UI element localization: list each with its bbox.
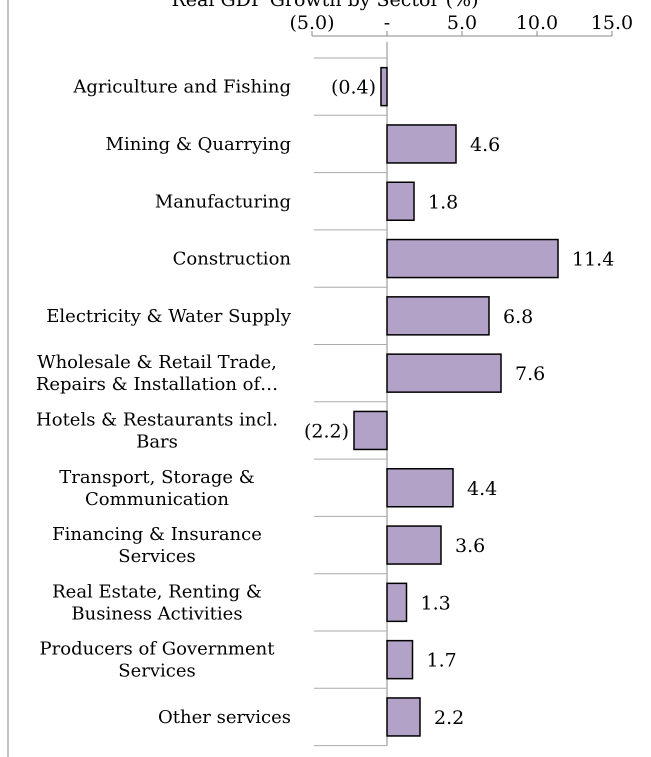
category-label-line: Communication xyxy=(85,489,229,510)
bar xyxy=(386,296,490,336)
data-label: 1.7 xyxy=(427,650,457,672)
data-label: 4.6 xyxy=(470,134,500,156)
bar xyxy=(386,468,454,508)
category-label-line: Repairs & Installation of… xyxy=(36,374,278,395)
category-label: Mining & Quarrying xyxy=(106,134,291,155)
category-label-line: Real Estate, Renting & xyxy=(52,581,262,602)
data-label: 3.6 xyxy=(455,535,485,557)
x-axis: (5.0) - 5.0 10.0 15.0 xyxy=(289,12,633,37)
category-label-line: Producers of Government xyxy=(40,639,276,660)
category-label-line: Business Activities xyxy=(71,603,242,624)
category-label: Hotels & Restaurants incl. Bars xyxy=(36,409,278,452)
bar xyxy=(386,124,457,164)
data-label: 2.2 xyxy=(434,707,464,729)
category-label-line: Hotels & Restaurants incl. xyxy=(36,409,278,430)
data-label: 7.6 xyxy=(515,363,545,385)
category-label: Electricity & Water Supply xyxy=(46,306,292,327)
category-label: Real Estate, Renting & Business Activitie… xyxy=(52,581,262,624)
bar-series: (0.4) 4.6 1.8 11.4 6.8 7.6 (2.2) 4.4 3.6 1.3 1.7 2.… xyxy=(304,66,614,737)
category-label: Wholesale & Retail Trade, Repairs & Insta… xyxy=(36,352,278,395)
category-label-line: Transport, Storage & xyxy=(59,467,254,488)
category-label: Financing & Insurance Services xyxy=(52,524,262,567)
x-tick-label: 15.0 xyxy=(591,12,633,34)
category-label: Producers of Government Services xyxy=(40,639,276,682)
category-label-line: Services xyxy=(118,546,195,567)
category-label-line: Bars xyxy=(136,431,178,452)
category-label: Construction xyxy=(173,249,292,270)
bar xyxy=(386,353,502,393)
category-label-line: Services xyxy=(118,661,195,682)
bar xyxy=(386,181,415,221)
chart-title: Real GDP Growth by Sector (%) xyxy=(171,0,478,11)
x-tick-label: 5.0 xyxy=(447,12,477,34)
category-label-line: Wholesale & Retail Trade, xyxy=(37,352,277,373)
category-label-line: Mining & Quarrying xyxy=(106,134,291,155)
category-label-line: Manufacturing xyxy=(155,191,291,212)
data-label: 4.4 xyxy=(467,478,497,500)
category-label-line: Electricity & Water Supply xyxy=(46,306,292,327)
data-label: 1.8 xyxy=(428,191,458,213)
category-label: Agriculture and Fishing xyxy=(72,77,291,98)
category-label-line: Other services xyxy=(158,707,291,728)
category-label: Transport, Storage & Communication xyxy=(59,467,254,510)
x-tick-label: - xyxy=(384,12,390,34)
category-label: Manufacturing xyxy=(155,191,291,212)
data-label: 11.4 xyxy=(572,249,614,271)
category-label-line: Financing & Insurance xyxy=(52,524,262,545)
bar xyxy=(386,697,421,737)
data-label: (0.4) xyxy=(331,77,376,99)
bar xyxy=(386,639,414,680)
bar xyxy=(386,582,408,623)
data-label: 1.3 xyxy=(421,592,451,614)
bar xyxy=(386,525,442,565)
x-tick-label: (5.0) xyxy=(289,12,334,34)
bar xyxy=(353,410,388,451)
category-label-line: Construction xyxy=(173,249,292,270)
data-label: (2.2) xyxy=(304,420,349,442)
data-label: 6.8 xyxy=(503,306,533,328)
bar xyxy=(386,238,559,279)
x-tick-label: 10.0 xyxy=(516,12,558,34)
category-axis: Agriculture and Fishing Mining & Quarryin… xyxy=(36,42,388,747)
category-label: Other services xyxy=(158,707,291,728)
bar xyxy=(380,66,388,107)
category-label-line: Agriculture and Fishing xyxy=(72,77,291,98)
